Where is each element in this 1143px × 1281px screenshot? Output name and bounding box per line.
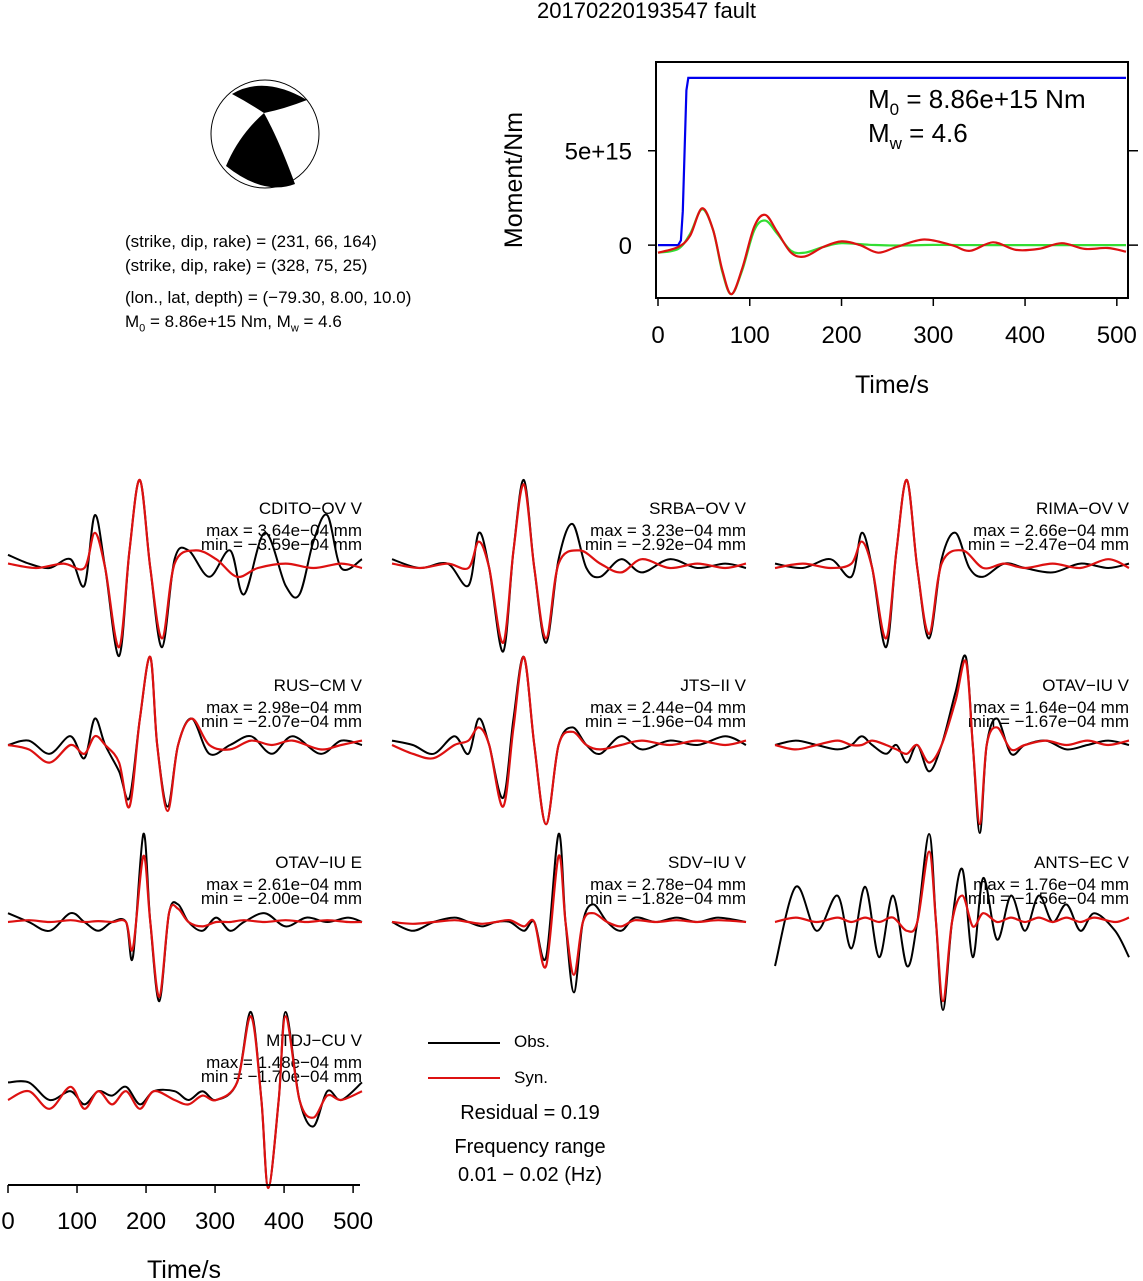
synthetic-waveform <box>391 854 747 976</box>
wave-xlabel: Time/s <box>147 1256 221 1281</box>
station-max: max = 2.98e−04 mm <box>206 698 362 717</box>
moment-xtick-label: 300 <box>913 322 953 349</box>
moment-series-1 <box>657 208 1126 296</box>
moment-info: M0 = 8.86e+15 Nm, Mw = 4.6 <box>125 312 342 334</box>
synthetic-waveform <box>7 478 363 649</box>
m0-sub: 0 <box>139 322 146 335</box>
synthetic-waveform <box>7 1015 363 1190</box>
moment-xtick-label: 500 <box>1097 322 1137 349</box>
wave-xtick-label: 400 <box>264 1208 304 1235</box>
moment-xlabel: Time/s <box>855 371 929 399</box>
synthetic-waveform <box>774 850 1130 1003</box>
station-min: min = −2.00e−04 mm <box>201 889 362 908</box>
wave-xtick-label: 300 <box>195 1208 235 1235</box>
legend: Obs. Syn. Residual = 0.19 Frequency rang… <box>420 1030 640 1190</box>
moment-annotation-mw: Mw = 4.6 <box>868 118 968 153</box>
station-min: min = −1.56e−04 mm <box>968 889 1129 908</box>
station-min: min = −2.47e−04 mm <box>968 535 1129 554</box>
station-name: ANTS−EC V <box>1034 853 1130 872</box>
station-max: max = 2.44e−04 mm <box>590 698 746 717</box>
moment-series-0 <box>658 76 1126 247</box>
station-name: JTS−II V <box>680 676 746 695</box>
wave-xtick-label: 200 <box>126 1208 166 1235</box>
station-min: min = −1.67e−04 mm <box>968 712 1129 731</box>
station-min: min = −2.07e−04 mm <box>201 712 362 731</box>
moment-xtick-label: 0 <box>651 322 664 349</box>
station-max: max = 3.23e−04 mm <box>590 521 746 540</box>
synthetic-waveform <box>391 655 747 826</box>
station-name: OTAV−IU E <box>275 853 362 872</box>
moment-xtick-label: 400 <box>1005 322 1045 349</box>
moment-xtick-label: 100 <box>730 322 770 349</box>
moment-ytick-label: 0 <box>619 233 632 260</box>
legend-obs-line <box>428 1042 500 1044</box>
station-min: min = −1.82e−04 mm <box>585 889 746 908</box>
observed-waveform <box>7 478 363 658</box>
moment-series-2 <box>657 207 1127 296</box>
station-max: max = 2.78e−04 mm <box>590 875 746 894</box>
m0-prefix: M <box>125 312 140 331</box>
moment-xtick-label: 200 <box>822 322 862 349</box>
station-max: max = 1.48e−04 mm <box>206 1053 362 1072</box>
moment-ytick-label: 5e+15 <box>565 139 632 166</box>
station-max: max = 2.61e−04 mm <box>206 875 362 894</box>
synthetic-waveform <box>7 655 363 813</box>
station-min: min = −3.59e−04 mm <box>201 535 362 554</box>
legend-syn-line <box>428 1077 500 1079</box>
moment-ylabel: Moment/Nm <box>500 112 528 248</box>
frequency-range-value: 0.01 − 0.02 (Hz) <box>458 1164 602 1186</box>
nodal-plane-2: (strike, dip, rake) = (328, 75, 25) <box>125 256 368 275</box>
location-info: (lon., lat, depth) = (−79.30, 8.00, 10.0… <box>125 288 412 307</box>
station-name: RUS−CM V <box>274 676 363 695</box>
wave-xtick-label: 500 <box>333 1208 373 1235</box>
mw-text: = 4.6 <box>298 312 342 331</box>
legend-syn-label: Syn. <box>514 1068 549 1087</box>
synthetic-waveform <box>774 478 1130 640</box>
station-min: min = −2.92e−04 mm <box>585 535 746 554</box>
station-min: min = −1.96e−04 mm <box>585 712 746 731</box>
station-max: max = 1.76e−04 mm <box>973 875 1129 894</box>
station-name: SDV−IU V <box>668 853 747 872</box>
moment-chart: Moment/Nm Time/s 0 100 200 300 400 50005e+15 … <box>500 61 1138 399</box>
station-name: CDITO−OV V <box>259 499 363 518</box>
moment-plot-frame <box>655 61 1129 299</box>
figure-title: 20170220193547 fault <box>537 0 756 23</box>
m0-text: = 8.86e+15 Nm, M <box>145 312 291 331</box>
wave-xtick-label: 100 <box>57 1208 97 1235</box>
residual-label: Residual = 0.19 <box>460 1102 600 1124</box>
synthetic-waveform <box>774 659 1130 826</box>
frequency-range-label: Frequency range <box>454 1136 606 1158</box>
station-name: OTAV−IU V <box>1042 676 1129 695</box>
nodal-plane-1: (strike, dip, rake) = (231, 66, 164) <box>125 232 377 251</box>
station-name: SRBA−OV V <box>649 499 747 518</box>
station-max: max = 2.66e−04 mm <box>973 521 1129 540</box>
synthetic-waveform <box>391 483 747 644</box>
mw-sub: w <box>290 322 299 335</box>
focal-mechanism-beachball <box>210 79 320 189</box>
moment-annotation-m0: M0 = 8.86e+15 Nm <box>868 84 1086 119</box>
station-name: RIMA−OV V <box>1036 499 1130 518</box>
station-name: MTDJ−CU V <box>266 1031 363 1050</box>
synthetic-waveform <box>7 854 363 998</box>
station-max: max = 1.64e−04 mm <box>973 698 1129 717</box>
wave-xtick-label: 0 <box>1 1208 14 1235</box>
station-max: max = 3.64e−04 mm <box>206 521 362 540</box>
legend-obs-label: Obs. <box>514 1032 550 1051</box>
